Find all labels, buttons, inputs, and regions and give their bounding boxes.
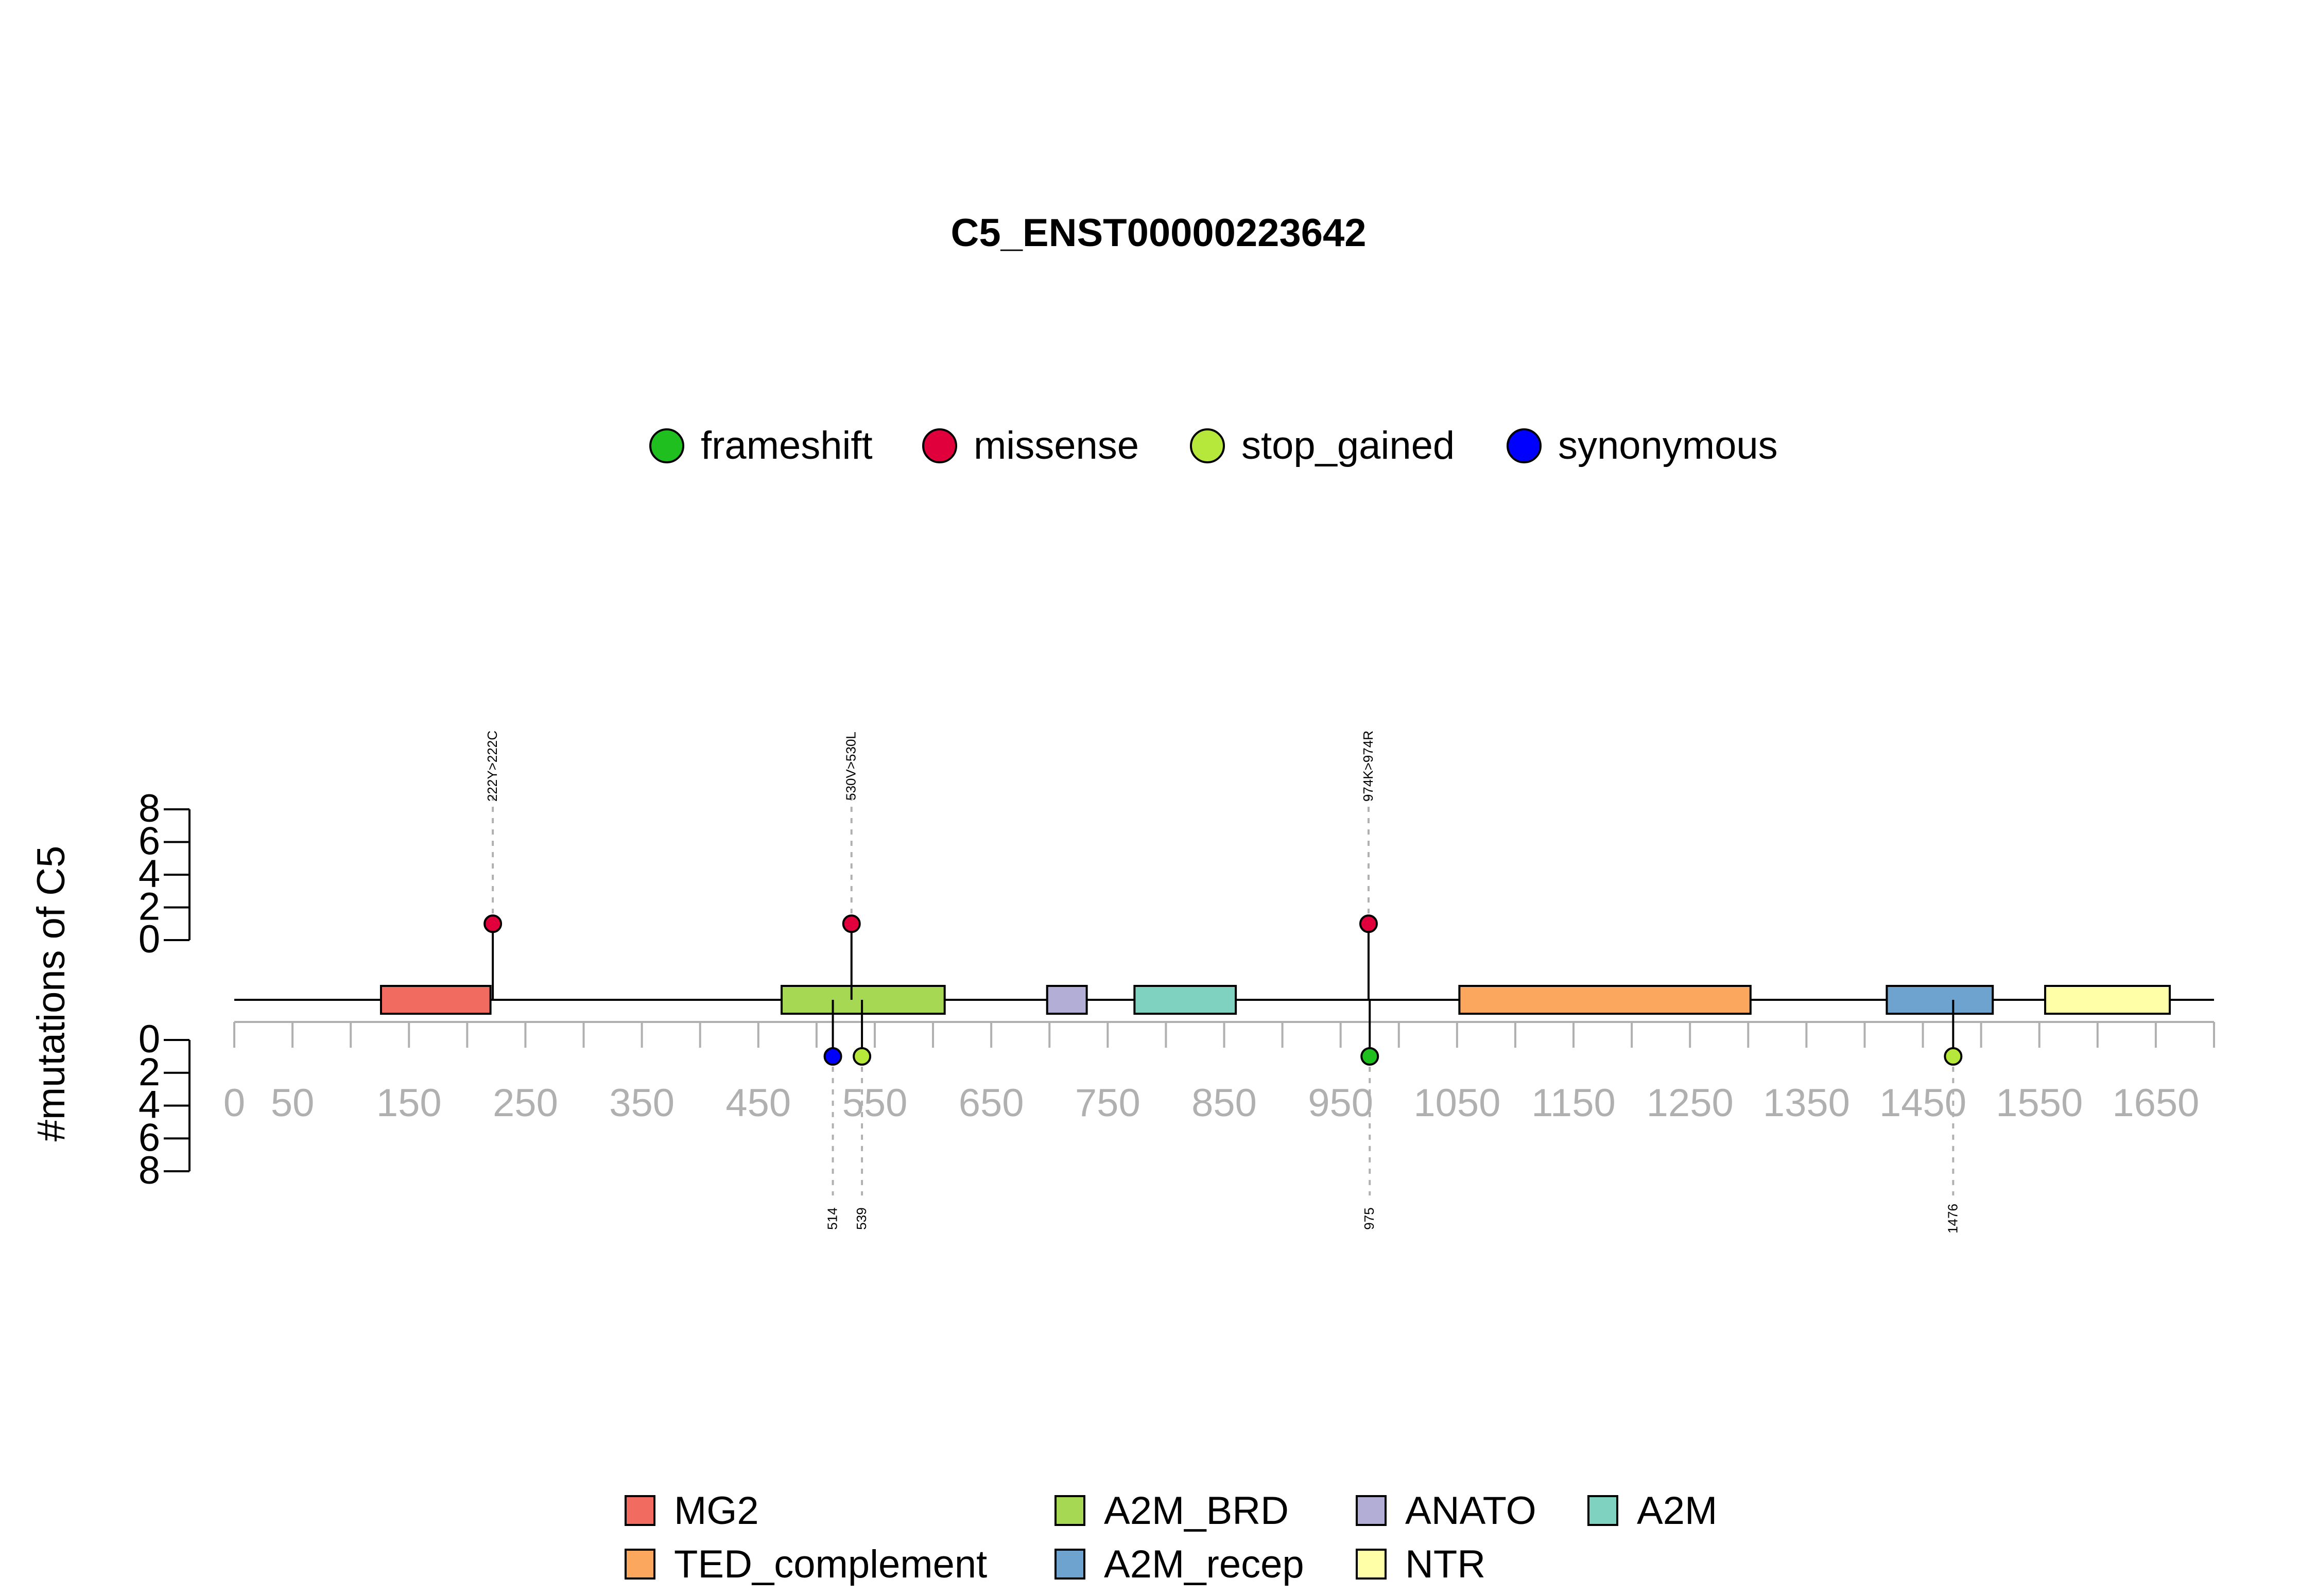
domain-MG2 — [379, 985, 492, 1015]
y-tick-label-bottom: 2 — [139, 1050, 160, 1094]
mutation-label-bottom: 539 — [854, 1207, 869, 1229]
mutation-point-bottom — [1360, 1047, 1379, 1066]
x-tick-label: 250 — [493, 1081, 558, 1125]
x-axis: 0 50 150 250 350 450 550 650 750 850 950 1050 1150 12… — [223, 1021, 2215, 1125]
y-axis-label: #mutations of C5 — [29, 846, 73, 1142]
x-tick-label: 50 — [271, 1081, 315, 1125]
x-tick-label: 950 — [1308, 1081, 1373, 1125]
x-tick-label: 850 — [1191, 1081, 1257, 1125]
y-tick-label-bottom: 4 — [139, 1083, 160, 1127]
domain-NTR — [2044, 985, 2171, 1015]
y-tick-label-top: 6 — [139, 820, 160, 863]
legend-domain-TED_complement-swatch — [625, 1549, 655, 1580]
chart-title: C5_ENST00000223642 — [950, 211, 1366, 255]
mutations: 222Y>222C 530V>530L 974K>974R 514 539 975 1476 — [483, 731, 1963, 1234]
y-tick-label-top: 2 — [139, 885, 160, 929]
y-tick-label-bottom: 6 — [139, 1116, 160, 1159]
legend-domain-A2M_BRD-swatch — [1054, 1495, 1085, 1526]
y-tick-label-top: 0 — [139, 917, 160, 961]
domain-A2M_recep — [1886, 985, 1994, 1015]
legend-domain-NTR-swatch — [1356, 1549, 1387, 1580]
x-tick-label: 650 — [959, 1081, 1024, 1125]
legend-domain-A2M_BRD-label: A2M_BRD — [1104, 1489, 1289, 1533]
mutation-label-bottom: 975 — [1361, 1207, 1377, 1229]
domain-A2M — [1133, 985, 1237, 1015]
mutation-point-bottom — [823, 1047, 842, 1066]
x-tick-label: 350 — [609, 1081, 675, 1125]
protein-domains — [379, 985, 2171, 1015]
legend-domain-TED_complement-label: TED_complement — [674, 1542, 987, 1586]
legend-domain-A2M_recep-swatch — [1054, 1549, 1085, 1580]
legend-domain-ANATO-swatch — [1356, 1495, 1387, 1526]
legend-domain-A2M-label: A2M — [1637, 1489, 1717, 1533]
x-tick-label: 550 — [842, 1081, 908, 1125]
legend-domain-MG2-label: MG2 — [674, 1489, 759, 1533]
domain-A2M_BRD — [781, 985, 946, 1015]
legend-frameshift-label: frameshift — [701, 424, 873, 467]
mutation-label-top: 222Y>222C — [485, 731, 500, 802]
x-tick-label: 1150 — [1531, 1081, 1615, 1125]
legend-domain-A2M-swatch — [1587, 1495, 1618, 1526]
mutation-point-top — [1359, 914, 1378, 933]
mutation-point-bottom — [853, 1047, 872, 1066]
x-tick-label: 450 — [725, 1081, 791, 1125]
x-tick-label: 750 — [1075, 1081, 1140, 1125]
x-tick-label: 1050 — [1413, 1081, 1500, 1125]
legend-frameshift-marker — [649, 428, 684, 463]
y-tick-label-bottom: 0 — [139, 1017, 160, 1061]
mutation-label-top: 530V>530L — [843, 732, 859, 801]
legend-stop_gained-label: stop_gained — [1241, 424, 1455, 467]
x-tick-label: 1550 — [1996, 1081, 2083, 1125]
legend-missense-marker — [922, 428, 957, 463]
legend-missense-label: missense — [974, 424, 1139, 467]
legend-domain-A2M_recep-label: A2M_recep — [1104, 1542, 1304, 1586]
x-tick-label: 1350 — [1763, 1081, 1850, 1125]
mutation-label-top: 974K>974R — [1360, 731, 1376, 802]
legend-domain-NTR-label: NTR — [1405, 1542, 1485, 1586]
legend-synonymous-marker — [1507, 428, 1542, 463]
y-tick-label-top: 8 — [139, 787, 160, 830]
x-tick-label: 0 — [223, 1081, 245, 1125]
mutation-type-legend: frameshift missense stop_gained synonymous — [649, 424, 1778, 467]
legend-domain-ANATO-label: ANATO — [1405, 1489, 1536, 1533]
y-tick-label-top: 4 — [139, 852, 160, 896]
legend-synonymous-label: synonymous — [1558, 424, 1778, 467]
x-tick-label: 1250 — [1647, 1081, 1734, 1125]
mutation-point-bottom — [1944, 1047, 1963, 1066]
y-tick-label-bottom: 8 — [139, 1149, 160, 1192]
mutation-label-bottom: 1476 — [1945, 1204, 1960, 1234]
mutation-label-bottom: 514 — [825, 1207, 840, 1229]
domain-ANATO — [1046, 985, 1088, 1015]
domain-TED_complement — [1458, 985, 1752, 1015]
mutation-point-top — [842, 914, 861, 933]
mutation-point-top — [483, 914, 503, 933]
x-tick-label: 1650 — [2112, 1081, 2199, 1125]
domain-legend: MG2 A2M_BRD ANATO A2M TED_complement A2M_rece… — [625, 1489, 1717, 1586]
legend-stop_gained-marker — [1190, 428, 1225, 463]
legend-domain-MG2-swatch — [625, 1495, 655, 1526]
x-tick-label: 1450 — [1879, 1081, 1966, 1125]
x-tick-label: 150 — [376, 1081, 442, 1125]
